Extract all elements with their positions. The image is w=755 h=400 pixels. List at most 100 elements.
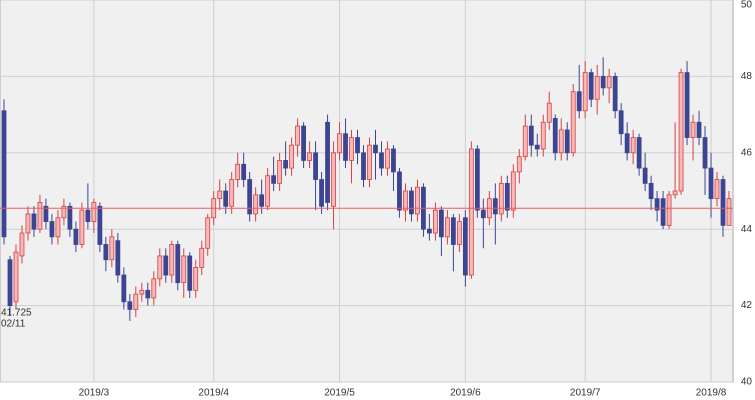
candle-body <box>397 171 402 211</box>
candle-body <box>313 152 318 180</box>
candle-body <box>379 152 384 169</box>
candle-body <box>103 244 109 261</box>
candle-body <box>624 133 630 154</box>
candle-body <box>37 202 43 230</box>
candle-body <box>343 133 348 161</box>
candle-body <box>331 152 336 207</box>
candle-body <box>319 179 324 207</box>
candle-body <box>522 125 528 158</box>
candle-body <box>235 163 241 180</box>
candle-body <box>253 194 259 215</box>
candle-body <box>600 76 606 89</box>
candle-body <box>91 202 97 222</box>
candle-body <box>492 198 498 215</box>
candle-body <box>181 255 187 284</box>
candle-body <box>630 137 636 154</box>
candle-body <box>684 72 690 138</box>
plot-area <box>0 0 734 383</box>
candle-body <box>714 179 720 200</box>
candle-body <box>450 217 456 245</box>
candle-body <box>672 190 678 196</box>
x-tick-label: 2019/5 <box>324 388 355 399</box>
candle-body <box>175 244 181 284</box>
candle-body <box>612 76 618 112</box>
candle-body <box>193 266 199 291</box>
candle-body <box>588 72 594 100</box>
candle-body <box>259 194 265 207</box>
candle-body <box>456 221 462 245</box>
candle-body <box>433 209 438 234</box>
candle-body <box>67 205 73 230</box>
candle-body <box>1 110 7 238</box>
candle-body <box>277 160 283 184</box>
y-tick-label: 44 <box>741 224 753 235</box>
candle-body <box>127 301 133 310</box>
candle-body <box>516 156 522 173</box>
y-tick-label: 40 <box>741 377 753 388</box>
candle-body <box>666 194 672 226</box>
candle-body <box>385 148 390 169</box>
candle-body <box>199 247 205 268</box>
candle-body <box>145 289 151 299</box>
candle-body <box>474 148 480 211</box>
candle-body <box>121 274 127 303</box>
candle-body <box>660 198 666 226</box>
candle-body <box>552 118 558 154</box>
candle-body <box>594 76 600 100</box>
x-tick-label: 2019/7 <box>570 388 601 399</box>
candle-body <box>702 137 708 169</box>
candle-body <box>163 255 169 276</box>
candle-body <box>570 91 576 154</box>
candle-body <box>79 209 85 245</box>
candle-body <box>528 125 534 146</box>
candle-body <box>73 228 79 245</box>
candle-body <box>690 121 696 138</box>
candle-body <box>205 217 211 249</box>
candle-body <box>97 205 103 245</box>
candle-body <box>301 125 306 161</box>
candle-body <box>349 137 354 161</box>
candle-body <box>61 205 67 219</box>
candle-body <box>19 232 25 257</box>
candle-body <box>438 209 444 238</box>
candle-body <box>43 205 49 222</box>
candle-body <box>7 259 13 307</box>
candle-body <box>151 278 157 299</box>
x-tick-label: 2019/8 <box>696 388 727 399</box>
candle-body <box>13 251 19 303</box>
candle-body <box>636 137 642 169</box>
candle-body <box>325 121 330 203</box>
x-tick-label: 2019/4 <box>198 388 229 399</box>
candle-body <box>133 293 139 310</box>
candle-body <box>678 72 684 192</box>
candle-body <box>115 240 121 276</box>
candle-body <box>480 209 486 219</box>
candle-body <box>223 190 229 207</box>
candle-body <box>373 144 378 154</box>
candle-body <box>247 179 253 215</box>
candle-body <box>403 190 408 211</box>
candle-body <box>271 175 277 184</box>
candle-body <box>444 217 450 238</box>
candle-body <box>618 110 624 135</box>
candle-body <box>427 228 432 234</box>
candle-body <box>367 144 372 180</box>
candle-body <box>157 255 163 280</box>
candle-body <box>696 121 702 138</box>
candle-body <box>720 179 726 226</box>
candle-body <box>85 209 91 222</box>
candle-body <box>654 198 660 211</box>
candle-body <box>558 129 564 154</box>
y-tick-label: 46 <box>741 147 753 158</box>
candle-body <box>241 163 247 180</box>
candle-body <box>642 167 648 184</box>
y-tick-label: 48 <box>741 71 753 82</box>
candle-body <box>217 190 223 200</box>
candle-body <box>708 167 714 200</box>
candle-body <box>289 144 295 169</box>
candle-body <box>540 121 546 150</box>
candle-body <box>25 213 31 234</box>
annotation-value: 41.725 <box>1 308 32 319</box>
candle-body <box>582 72 588 112</box>
